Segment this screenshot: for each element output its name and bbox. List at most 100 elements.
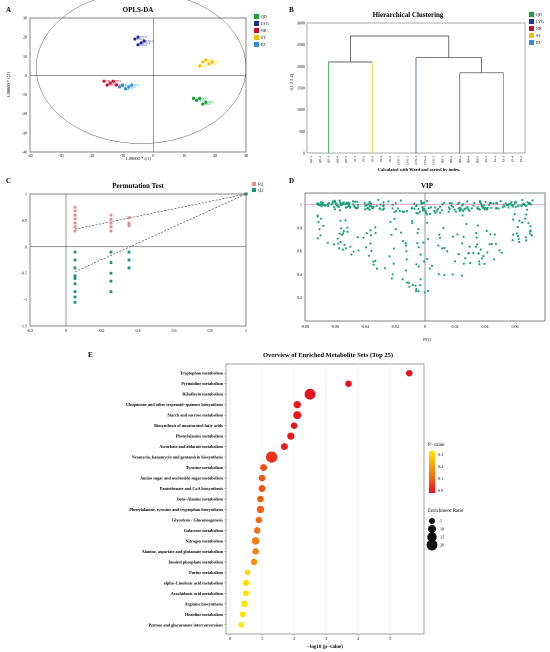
panel-d-point [426, 221, 429, 225]
panel-d-point [424, 210, 427, 213]
panel-d-point [349, 245, 352, 248]
panel-d-point [343, 203, 347, 206]
panel-d-point [411, 283, 415, 287]
panel-c-r2-point [109, 213, 113, 217]
panel-d-point [474, 245, 478, 248]
panel-e-category-label: alpha−Linolenic acid metabolism [164, 580, 224, 585]
panel-d-point [478, 263, 481, 266]
panel-d-point [437, 244, 440, 247]
panel-d-point [486, 206, 489, 209]
panel-e-category-label: beta−Alanine metabolism [177, 497, 223, 502]
panel-a: A OPLS-DA -40 -30 -20 -10 0 10 20 30 -40 -30 -20 -1… [6, 0, 269, 161]
panel-e-xlabel: −log10 (p−value) [307, 645, 343, 650]
panel-d-point [410, 207, 413, 210]
panel-d-ytick: 0.4 [297, 272, 302, 277]
panel-d-point [426, 199, 429, 203]
panel-c-r2-point [73, 209, 77, 213]
panel-d-point [340, 227, 343, 230]
panel-d-point [327, 205, 330, 208]
panel-c-r2-point [73, 221, 77, 225]
panel-c-ytick: -1.5 [21, 324, 27, 329]
panel-b-ytick: 2500 [297, 42, 305, 47]
panel-a-point-label: PZ-2 [131, 86, 137, 89]
panel-d-point [417, 212, 420, 215]
panel-d-point [393, 217, 396, 221]
panel-d-point [485, 208, 489, 211]
panel-d-point [438, 205, 442, 208]
panel-d-point [415, 288, 418, 291]
panel-d-point [503, 205, 506, 208]
panel-d-point [390, 277, 394, 280]
panel-a-hotelling-ellipse [35, 0, 247, 144]
panel-e-bubble [244, 569, 251, 576]
panel-d-point [524, 217, 527, 220]
panel-e-bubble [293, 411, 302, 420]
panel-d-point [434, 206, 437, 209]
panel-d-point [525, 239, 528, 242]
panel-d-point [420, 202, 423, 206]
panel-d-point [337, 242, 340, 245]
panel-d-point [477, 252, 480, 255]
panel-d-point [370, 249, 373, 253]
panel-a-point-label: ST-4 [202, 65, 208, 68]
panel-a-point-label: PZ-3 [128, 88, 134, 91]
panel-d-point [520, 203, 524, 207]
panel-d-point [404, 241, 407, 245]
panel-b-leaf-label: ST-2 [362, 156, 366, 162]
panel-d-point [369, 242, 372, 245]
panel-a-ylabel: 1.00000 * t[2] [6, 72, 11, 98]
panel-e-title: Overview of Enriched Metabolite Sets (To… [263, 352, 393, 359]
panel-e-category-label: Alanine, aspartate and glutamate metabol… [142, 549, 224, 554]
panel-c-q2-point [73, 274, 77, 278]
panel-d-point [478, 208, 481, 211]
panel-d-xtick: -0.06 [331, 324, 339, 329]
panel-e: E Overview of Enriched Metabolite Sets (… [88, 351, 464, 650]
panel-e-xtick: 4 [357, 636, 360, 641]
panel-a-point [102, 79, 106, 83]
panel-c-title: Permutation Test [112, 182, 164, 190]
panel-e-bubble [258, 474, 266, 482]
panel-e-bubble [258, 485, 266, 492]
panel-b-legend-swatch [529, 19, 534, 24]
panel-d-point [453, 260, 457, 263]
panel-e-category-label: Pyrimidine metabolism [181, 381, 223, 386]
panel-c-r2-point [127, 221, 131, 225]
panel-b-legend-label: PZ [536, 40, 541, 45]
panel-d-point [366, 207, 369, 210]
panel-d-point [456, 233, 459, 236]
panel-b-leaf-label: ST-3 [370, 156, 374, 162]
panel-d-point [423, 291, 426, 294]
panel-d-point [316, 202, 319, 205]
panel-e-bubble [290, 422, 298, 429]
panel-d-point [362, 236, 365, 239]
panel-a-point [191, 96, 196, 100]
panel-d-point [480, 257, 483, 260]
panel-e-bubble [256, 505, 265, 514]
panel-d-point [332, 200, 335, 204]
panel-d-point [346, 230, 349, 233]
panel-e-size-legend-dot [427, 532, 437, 542]
panel-d-point [475, 231, 478, 235]
panel-e-category-label: Ubiquinone and other terpenoid−quinone b… [126, 402, 223, 407]
panel-e-size-legend-label: 5 [440, 519, 442, 524]
panel-b-leaf-label: PZ-4 [510, 156, 514, 163]
panel-d-point [382, 207, 386, 210]
panel-a-point-label: ST-3 [208, 59, 214, 62]
panel-e-pvalue-tick: 0.1 [438, 476, 443, 481]
panel-c-legend-swatch [252, 188, 256, 192]
panel-d-xtick: 0.02 [452, 324, 459, 329]
panel-e-pvalue-legend-title: P−value [428, 443, 445, 448]
panel-b-leaf-label: ST-1 [353, 156, 357, 162]
panel-d-point [403, 210, 406, 213]
panel-a-point [198, 96, 202, 100]
panel-c-r2-point [127, 224, 131, 228]
panel-d-point [415, 263, 418, 266]
panel-d-point [369, 229, 372, 232]
panel-c-ytick: 0 [25, 244, 27, 249]
panel-c-xtick: 0.4 [136, 328, 141, 333]
panel-e-bubble [242, 590, 250, 597]
panel-d-point [476, 224, 479, 227]
panel-a-point-label: LYG-3 [140, 44, 148, 47]
panel-d-point [396, 207, 399, 210]
panel-b-leaf-label: LYG-5 [432, 156, 436, 165]
